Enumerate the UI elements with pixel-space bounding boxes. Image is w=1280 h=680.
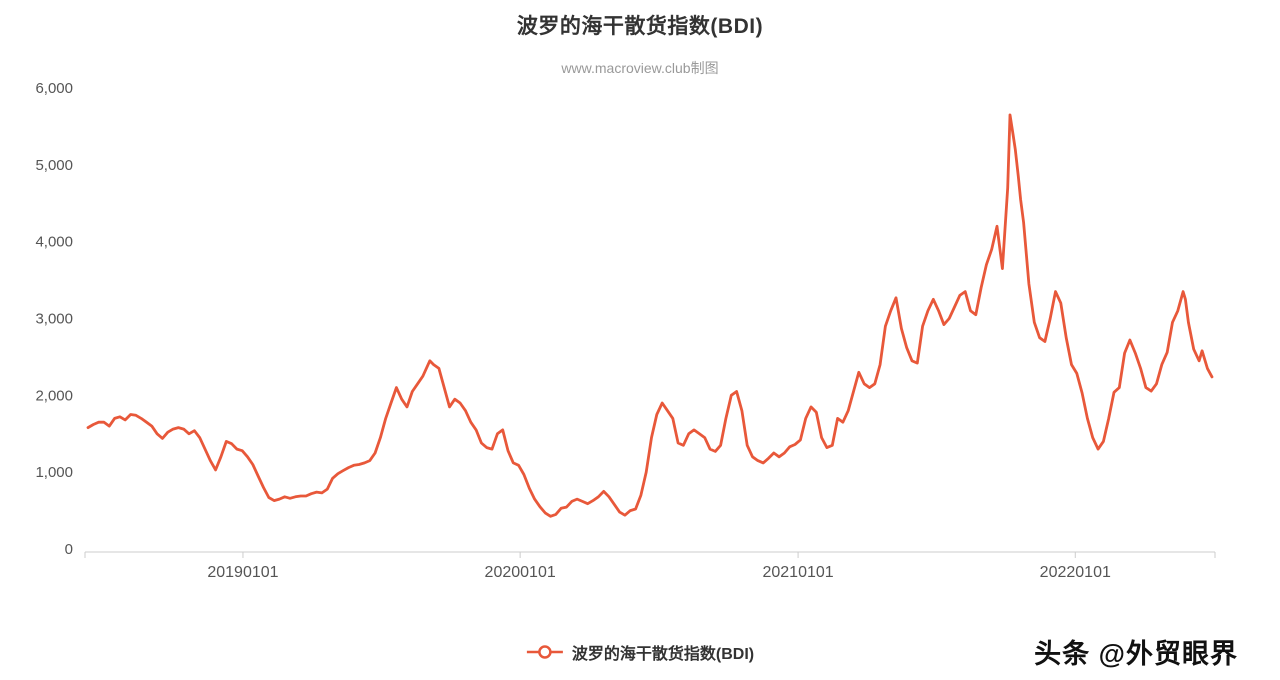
- y-axis-label: 6,000: [35, 80, 73, 97]
- x-axis-label: 20190101: [207, 564, 278, 581]
- y-axis-label: 2,000: [35, 387, 73, 404]
- x-axis-label: 20200101: [485, 564, 556, 581]
- bdi-line-series: [86, 113, 1214, 518]
- bdi-line-chart: 20190101 20200101 20210101 20220101 0 1,000 2,…: [35, 80, 1216, 581]
- watermark: 头条 @外贸眼界: [1034, 639, 1238, 669]
- x-axis-label: 20210101: [762, 564, 833, 581]
- y-axis-label: 4,000: [35, 234, 73, 251]
- legend-line-marker-icon: [526, 645, 564, 659]
- y-axis-label: 5,000: [35, 157, 73, 174]
- y-axis-label: 3,000: [35, 311, 73, 328]
- y-axis-label: 0: [65, 541, 73, 558]
- chart-subtitle: www.macroview.club制图: [561, 60, 719, 76]
- chart-title: 波罗的海干散货指数(BDI): [516, 15, 764, 38]
- legend-label: 波罗的海干散货指数(BDI): [571, 646, 755, 663]
- x-axis-label: 20220101: [1040, 564, 1111, 581]
- y-axis-label: 1,000: [35, 464, 73, 481]
- legend-item-bdi[interactable]: 波罗的海干散货指数(BDI): [526, 640, 754, 664]
